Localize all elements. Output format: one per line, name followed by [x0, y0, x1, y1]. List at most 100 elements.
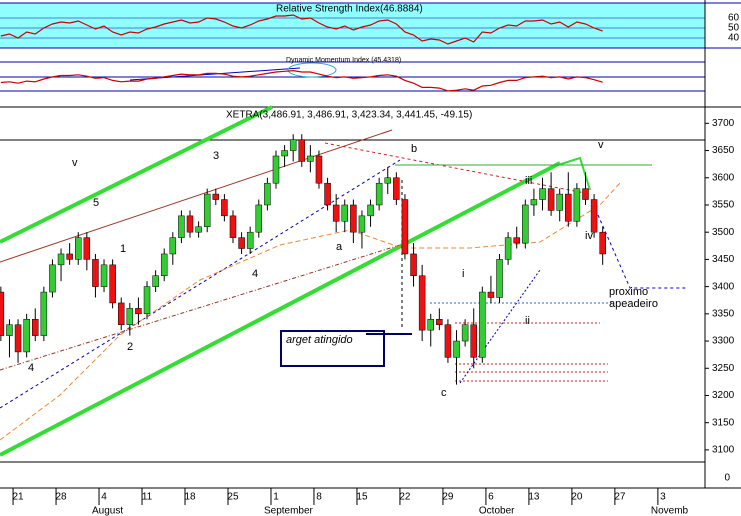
candle-body [350, 204, 357, 233]
projection [597, 214, 686, 289]
candle-body [0, 291, 5, 336]
month-label: Novemb [651, 506, 689, 516]
x-tick-label: 4 [101, 492, 107, 503]
annotation: apeadeiro [609, 298, 658, 310]
candle-body [6, 324, 13, 336]
annotation: arget atingido [286, 334, 353, 346]
annotation: c [441, 387, 447, 399]
x-tick-label: 22 [399, 492, 411, 503]
trend-line [0, 129, 393, 263]
x-tick-label: 20 [571, 492, 583, 503]
candle-body [66, 253, 73, 260]
month-label: August [92, 506, 123, 516]
annotation: 3 [213, 150, 219, 162]
candle-body [74, 237, 82, 260]
candle-body [246, 231, 254, 249]
y-tick-label: 50 [728, 23, 740, 34]
candle-body [470, 324, 477, 358]
annotation: 1 [120, 243, 126, 255]
candle-body [401, 199, 409, 255]
x-tick-label: 13 [528, 492, 540, 503]
candle-body [418, 275, 426, 331]
annotation: proximo [609, 286, 648, 298]
candle-body [590, 199, 598, 233]
candle-body [92, 259, 99, 287]
x-tick-label: 15 [356, 492, 368, 503]
candle-body [83, 237, 91, 260]
y-tick-label: 3500 [712, 227, 735, 238]
candle-body [565, 193, 572, 222]
trend-line [0, 244, 401, 371]
y-tick-label: 3600 [712, 172, 735, 183]
candle-body [272, 155, 280, 184]
candle-body [324, 182, 331, 206]
annotation: 5 [93, 197, 99, 209]
annotation: i [462, 268, 464, 280]
y-tick-label: 3300 [712, 336, 735, 347]
y-zero-label: 0 [724, 473, 730, 484]
rsi-line [0, 14, 603, 45]
annotation: v [598, 139, 604, 151]
x-tick-label: 21 [12, 492, 24, 503]
annotation: 4 [28, 362, 34, 374]
candle-body [539, 188, 546, 200]
month-label: October [479, 506, 515, 516]
candle-body [298, 139, 306, 162]
x-tick-label: 6 [488, 492, 494, 503]
annotation: v [72, 157, 78, 169]
candle-body [238, 237, 245, 249]
candle-body [152, 275, 159, 287]
y-tick-label: 3650 [712, 145, 735, 156]
candle-body [169, 237, 177, 255]
candle-body [14, 324, 22, 353]
candle-body [358, 215, 366, 233]
candle-body [453, 340, 460, 358]
channel-line [557, 156, 591, 191]
candle-body [135, 308, 142, 315]
chart-title: XETRA(3,486.91, 3,486.91, 3,423.34, 3,44… [226, 110, 472, 121]
y-tick-label: 3400 [712, 281, 735, 292]
candle-body [186, 215, 194, 233]
candle-body [599, 231, 606, 255]
month-label: September [264, 506, 314, 516]
candle-body [49, 264, 56, 293]
candle-body [40, 291, 48, 336]
candle-body [57, 253, 65, 266]
x-tick-label: 3 [660, 492, 666, 503]
candle-body [229, 215, 237, 238]
candle-body [479, 291, 486, 358]
candle-body [32, 319, 39, 336]
y-tick-label: 3350 [712, 308, 735, 319]
annotation: b [411, 143, 417, 155]
candle-body [410, 253, 417, 276]
candle-body [487, 291, 495, 298]
annotation: a [336, 241, 343, 253]
y-tick-label: 3550 [712, 200, 735, 211]
x-tick-label: 8 [316, 492, 322, 503]
x-tick-label: 1 [273, 492, 279, 503]
momentum-title: Dynamic Momentum Index (45.4318) [286, 57, 401, 64]
y-tick-label: 3250 [712, 363, 735, 374]
annotation: iii [525, 175, 532, 187]
candle-body [522, 204, 529, 244]
candle-body [212, 193, 220, 200]
candle-body [444, 324, 452, 358]
annotation: iv [585, 230, 593, 242]
candle-body [393, 177, 400, 200]
trend-line [0, 159, 401, 409]
candle-body [332, 204, 340, 222]
x-tick-label: 27 [614, 492, 626, 503]
candle-body [582, 188, 589, 200]
y-tick-label: 40 [728, 33, 740, 44]
candle-body [427, 319, 434, 331]
candle-body [264, 182, 271, 206]
candle-body [195, 226, 202, 233]
x-tick-label: 28 [55, 492, 67, 503]
channel-line [0, 105, 273, 244]
candle-body [307, 155, 314, 162]
y-tick-label: 3200 [712, 390, 735, 401]
candle-body [341, 204, 349, 222]
candle-body [23, 319, 30, 353]
annotation: 4 [252, 268, 258, 280]
